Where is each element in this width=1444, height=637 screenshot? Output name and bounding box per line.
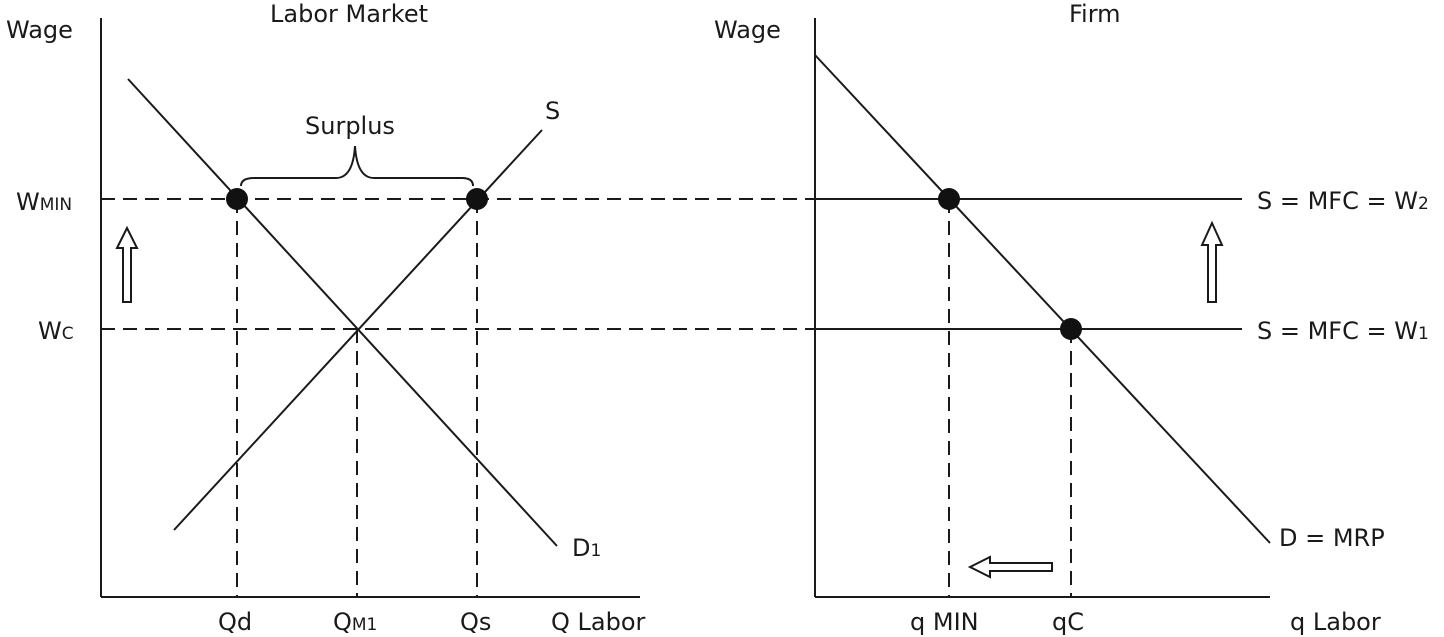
- q-min-label: q MIN: [910, 608, 979, 636]
- firm-wage-up-arrow-icon: [1200, 220, 1224, 303]
- right-y-axis-label: Wage: [714, 16, 781, 44]
- labor-market-panel: Labor Market Wage Surplus WMIN WC S D1 Q…: [6, 0, 815, 636]
- w-min-label: WMIN: [16, 188, 72, 216]
- labor-decrease-left-arrow-icon: [967, 555, 1053, 579]
- supply-curve-label: S: [545, 97, 560, 125]
- firm-w1-point: [1060, 318, 1082, 340]
- mfc-w1-label: S = MFC = W1: [1257, 317, 1429, 345]
- qd-label: Qd: [218, 608, 252, 636]
- mfc-w2-label: S = MFC = W2: [1257, 187, 1429, 215]
- labor-market-title: Labor Market: [270, 0, 428, 28]
- firm-panel: Firm Wage S = MFC = W2 S = MFC = W1 D = …: [714, 0, 1429, 636]
- surplus-label: Surplus: [305, 112, 395, 140]
- demand-curve-d1: [127, 78, 558, 547]
- qm1-label: QM1: [333, 608, 377, 636]
- qc-label: qC: [1052, 608, 1084, 636]
- demand-mrp-curve: [814, 54, 1271, 544]
- qs-wmin-point: [466, 188, 488, 210]
- qd-wmin-point: [226, 188, 248, 210]
- surplus-brace: [240, 145, 474, 187]
- firm-w2-point: [938, 188, 960, 210]
- left-y-axis-label: Wage: [6, 16, 73, 44]
- demand-mrp-label: D = MRP: [1279, 524, 1385, 552]
- right-x-axis-label: q Labor: [1290, 608, 1381, 636]
- left-x-axis-label: Q Labor: [551, 608, 646, 636]
- w-c-label: WC: [38, 317, 74, 345]
- firm-title: Firm: [1069, 0, 1121, 28]
- demand-curve-label: D1: [572, 534, 601, 562]
- wage-increase-up-arrow-icon: [115, 225, 139, 303]
- qs-label: Qs: [460, 608, 491, 636]
